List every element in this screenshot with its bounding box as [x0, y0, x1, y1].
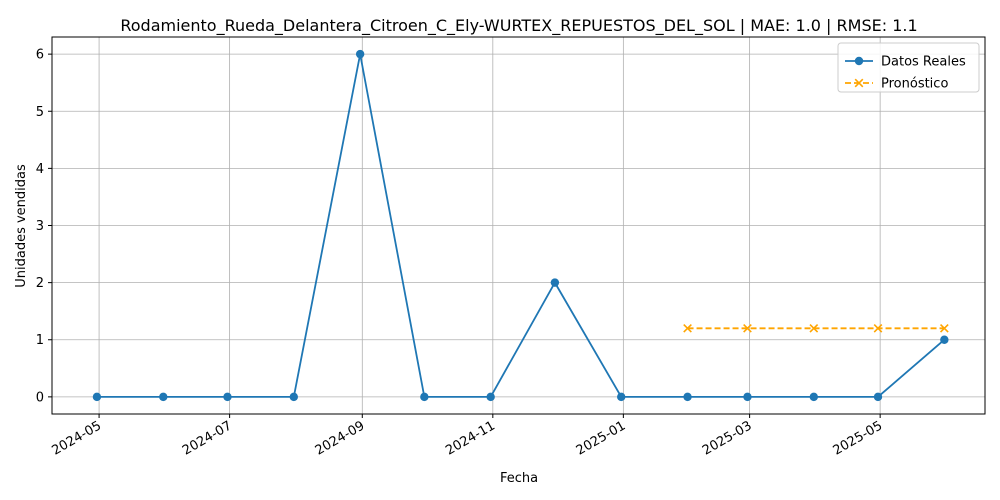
legend: Datos Reales Pronóstico — [837, 42, 980, 93]
legend-box — [837, 42, 980, 93]
x-tick-label: 2024-11 — [443, 418, 498, 458]
y-tick-label: 1 — [36, 333, 44, 348]
forecast-point — [873, 323, 883, 333]
x-tick-label: 2024-05 — [50, 418, 105, 458]
data-point — [940, 335, 949, 344]
legend-marker — [854, 78, 864, 88]
chart-title: Rodamiento_Rueda_Delantera_Citroen_C_Ely… — [120, 16, 917, 36]
legend-marker — [854, 56, 864, 66]
data-point — [617, 392, 626, 402]
data-point — [223, 392, 232, 402]
legend-item: Datos Reales — [845, 55, 966, 70]
series-line — [96, 53, 945, 398]
forecast-point — [939, 323, 949, 333]
series-forecast — [683, 323, 949, 333]
data-point — [743, 392, 752, 402]
data-point — [683, 392, 692, 402]
legend-item: Pronóstico — [845, 77, 948, 92]
forecast-point — [683, 323, 692, 333]
y-tick-label: 5 — [36, 105, 44, 120]
data-point — [873, 392, 883, 402]
data-point — [159, 392, 168, 402]
data-point — [92, 392, 102, 402]
x-tick-label: 2025-05 — [831, 418, 886, 458]
forecast-point — [743, 323, 752, 333]
series-layer — [92, 49, 949, 402]
y-tick-label: 2 — [36, 276, 44, 291]
data-point — [420, 392, 429, 402]
x-tick-label: 2024-09 — [313, 418, 368, 458]
data-point — [355, 49, 365, 59]
series-actual — [92, 49, 949, 402]
y-tick-label: 0 — [36, 390, 44, 405]
data-point — [550, 278, 560, 287]
data-point — [289, 392, 299, 402]
x-axis-label: Fecha — [500, 471, 538, 486]
data-point — [486, 392, 495, 402]
y-tick-label: 3 — [36, 219, 44, 234]
forecast-point — [809, 323, 819, 333]
x-tick-label: 2024-07 — [180, 418, 235, 458]
x-tick-label: 2025-03 — [700, 418, 755, 458]
grid — [52, 37, 985, 414]
data-point — [809, 392, 819, 402]
legend-label: Pronóstico — [881, 77, 948, 92]
legend-label: Datos Reales — [881, 55, 966, 70]
y-axis-label: Unidades vendidas — [14, 164, 29, 288]
x-tick-label: 2025-01 — [574, 418, 629, 458]
y-tick-label: 6 — [36, 48, 44, 63]
y-tick-label: 4 — [36, 162, 44, 177]
